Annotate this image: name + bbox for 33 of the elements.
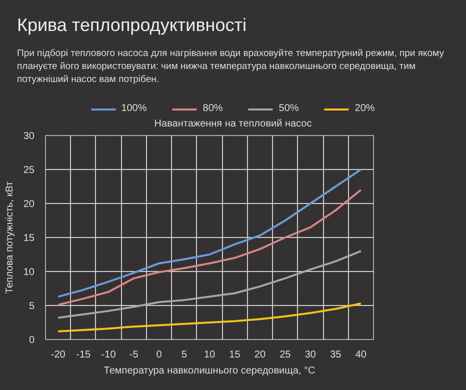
x-tick-label: 25 [280,350,292,360]
x-tick-label: 20 [254,350,266,360]
line-series [57,302,362,332]
y-tick-label: 15 [23,233,35,244]
y-tick-label: 30 [23,131,35,142]
legend-label: 50% [278,103,299,114]
x-tick-label: 0 [156,350,162,360]
y-tick-label: 0 [28,335,35,346]
legend-label: 80% [202,103,223,114]
y-tick-label: 10 [23,267,35,278]
y-axis-title: Теплова потужність, кВт [4,180,16,294]
y-tick-label: 25 [23,165,35,176]
y-tick-label: 5 [28,301,35,312]
x-axis-title: Температура навколишнього середовища, °C [104,366,316,376]
x-tick-label: -15 [76,350,92,360]
x-tick-label: -20 [50,350,66,360]
chart-subtitle: При підборі теплового насоса для нагрівання води враховуйте температурний режим, при якому плануєте його використовувати: чим нижча температура навколишнього середовища, тим потужніший насос вам потрібен. [17,46,445,87]
x-tick-label: 5 [181,350,188,360]
line-series [57,168,362,298]
chart-title: Крива теплопродуктивності [17,14,248,37]
x-tick-label: -10 [101,350,116,360]
line-series [57,188,362,306]
x-tick-label: 35 [330,350,342,360]
x-tick-label: 40 [355,350,367,360]
y-tick-label: 20 [23,199,35,210]
legend-title: Навантаження на тепловий насос [154,118,312,130]
legend-label: 100% [121,103,147,114]
x-tick-label: -5 [129,350,139,360]
legend-label: 20% [354,103,375,114]
line-series [57,250,362,319]
x-tick-label: 10 [204,350,216,360]
x-tick-label: 15 [229,350,241,360]
x-tick-label: 30 [304,350,316,360]
